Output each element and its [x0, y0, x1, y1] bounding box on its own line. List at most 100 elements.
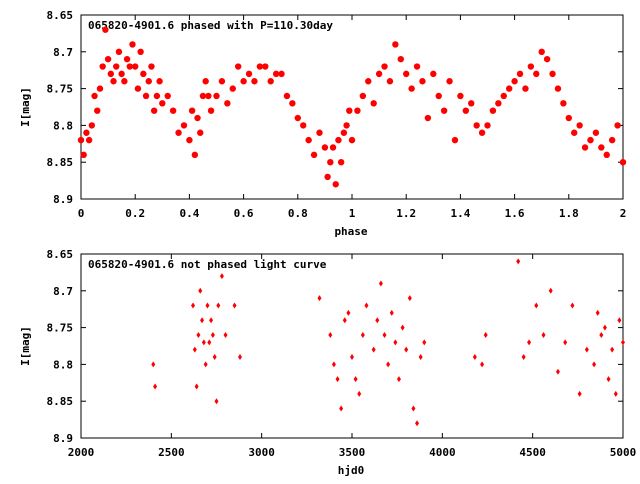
unphased-data-point [411, 405, 416, 412]
phased-data-point [180, 122, 188, 129]
phased-data-point [77, 136, 85, 144]
phased-data-point [327, 159, 334, 166]
unphased-data-point [472, 354, 477, 361]
unphased-data-point [191, 302, 196, 309]
unphased-data-point [350, 354, 354, 361]
phased-data-point [316, 129, 323, 136]
phased-x-tick-label: 0.2 [125, 207, 145, 220]
unphased-data-points [151, 258, 625, 427]
phased-data-point [424, 114, 432, 122]
phased-data-point [408, 85, 415, 92]
unphased-data-point [219, 273, 224, 280]
phased-data-point [205, 92, 212, 100]
phased-y-tick-label: 8.75 [47, 83, 74, 96]
phased-data-point [240, 78, 247, 85]
phased-data-point [608, 136, 616, 144]
unphased-data-point [606, 376, 611, 383]
phased-data-point [346, 107, 353, 114]
unphased-y-tick-label: 8.7 [53, 285, 73, 298]
unphased-data-point [200, 317, 205, 324]
phased-data-point [224, 100, 231, 107]
phased-data-point [88, 122, 96, 129]
phased-data-point [129, 41, 136, 48]
phased-data-point [85, 136, 93, 144]
unphased-x-tick-label: 2500 [158, 446, 185, 459]
phased-data-point [462, 107, 470, 114]
phased-data-point [598, 144, 605, 151]
phased-data-point [511, 78, 518, 85]
phased-data-point [283, 92, 291, 100]
unphased-data-point [210, 331, 215, 338]
unphased-data-point [541, 331, 546, 338]
phased-y-tick-label: 8.7 [53, 46, 73, 59]
phased-data-point [278, 70, 285, 78]
unphased-data-point [346, 309, 351, 316]
phased-data-point [207, 107, 215, 114]
phased-data-point [256, 63, 264, 70]
phased-data-point [121, 78, 128, 85]
phased-data-point [522, 85, 529, 92]
phased-data-point [571, 129, 578, 136]
unphased-x-tick-label: 4000 [429, 446, 456, 459]
phased-data-point [99, 63, 106, 70]
phased-data-point [218, 78, 226, 85]
phased-x-tick-label: 1.4 [450, 207, 470, 220]
phased-y-axis-label: I[mag] [19, 87, 32, 127]
phased-y-tick-label: 8.85 [47, 156, 74, 169]
unphased-plot-title: 065820-4901.6 not phased light curve [88, 258, 327, 271]
phased-data-point [397, 55, 404, 63]
phased-data-point [527, 63, 535, 70]
phased-data-point [505, 85, 513, 92]
phased-data-point [289, 100, 296, 107]
unphased-data-point [196, 331, 201, 338]
phased-x-tick-label: 0.6 [234, 207, 254, 220]
unphased-data-point [555, 368, 560, 375]
phased-data-point [554, 85, 562, 92]
phased-x-axis-label: phase [334, 225, 367, 238]
phased-data-point [94, 107, 101, 114]
phased-x-tick-label: 2 [620, 207, 627, 220]
phased-data-point [234, 63, 242, 70]
unphased-data-point [599, 331, 604, 338]
unphased-data-point [237, 354, 242, 361]
unphased-data-point [214, 398, 219, 405]
phased-data-point [188, 107, 196, 114]
phased-data-point [365, 78, 372, 85]
phased-data-points [77, 26, 627, 188]
phased-data-point [375, 70, 383, 78]
unphased-y-tick-label: 8.85 [47, 395, 74, 408]
unphased-data-point [393, 339, 398, 346]
unphased-data-point [364, 302, 369, 309]
phased-data-point [457, 92, 464, 100]
phased-data-point [343, 122, 350, 129]
phased-data-point [440, 107, 448, 114]
phased-data-point [403, 70, 410, 78]
unphased-data-point [418, 354, 423, 361]
phased-data-point [619, 159, 627, 166]
unphased-data-point [207, 339, 212, 346]
unphased-data-point [151, 361, 156, 368]
phased-data-point [332, 181, 339, 188]
unphased-data-point [353, 376, 358, 383]
unphased-data-point [223, 331, 228, 338]
unphased-data-point [317, 295, 322, 302]
unphased-x-tick-label: 2000 [68, 446, 95, 459]
unphased-data-point [516, 258, 521, 265]
unphased-x-tick-label: 3500 [339, 446, 366, 459]
phased-data-point [104, 55, 112, 63]
unphased-data-point [153, 383, 158, 390]
unphased-data-point [389, 309, 394, 316]
phased-y-tick-label: 8.65 [47, 9, 74, 22]
phased-x-tick-label: 0.8 [288, 207, 308, 220]
phased-data-point [194, 114, 201, 122]
unphased-data-point [375, 317, 380, 324]
unphased-data-point [563, 339, 568, 346]
unphased-data-point [209, 317, 214, 324]
phased-data-point [202, 78, 209, 85]
unphased-data-point [527, 339, 532, 346]
unphased-data-point [342, 317, 347, 324]
phased-data-point [83, 129, 90, 136]
unphased-data-point [595, 309, 600, 316]
unphased-data-point [584, 346, 589, 353]
